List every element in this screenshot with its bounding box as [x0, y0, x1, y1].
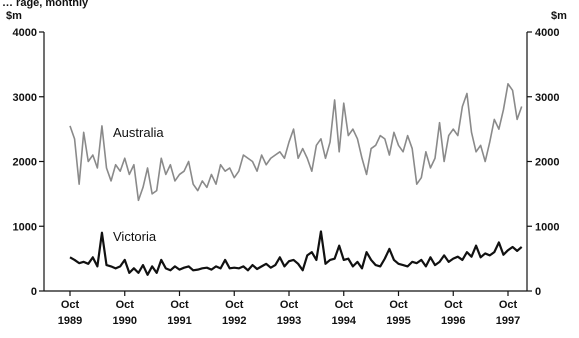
y-tick-label-right: 1000 [535, 221, 559, 233]
y-tick-label-left: 4000 [13, 27, 37, 39]
x-tick-label-month: Oct [225, 299, 244, 311]
x-tick-label-month: Oct [499, 299, 518, 311]
cut-off-header-text: … rage, monthly [2, 0, 89, 9]
series-label-victoria: Victoria [113, 229, 157, 244]
y-tick-label-right: 4000 [535, 27, 559, 39]
y-unit-label-right: $m [551, 10, 567, 22]
x-tick-label-month: Oct [280, 299, 299, 311]
y-tick-label-right: 2000 [535, 157, 559, 169]
x-tick-label-year: 1989 [58, 315, 82, 327]
x-tick-label-month: Oct [61, 299, 80, 311]
x-tick-label-year: 1997 [496, 315, 520, 327]
x-tick-label-month: Oct [116, 299, 135, 311]
y-tick-label-left: 0 [31, 286, 37, 298]
y-tick-label-right: 3000 [535, 92, 559, 104]
x-tick-label-year: 1994 [332, 315, 357, 327]
x-tick-label-month: Oct [389, 299, 408, 311]
y-unit-label-left: $m [6, 10, 22, 22]
x-tick-label-year: 1993 [277, 315, 301, 327]
series-line-victoria [69, 230, 523, 276]
series-label-australia: Australia [113, 125, 164, 140]
x-tick-label-year: 1992 [222, 315, 246, 327]
series-line-australia [69, 83, 523, 202]
y-tick-label-left: 2000 [13, 157, 37, 169]
x-tick-label-month: Oct [444, 299, 463, 311]
x-tick-label-year: 1995 [386, 315, 410, 327]
x-tick-label-year: 1996 [441, 315, 465, 327]
x-tick-label-month: Oct [170, 299, 189, 311]
y-tick-label-left: 1000 [13, 221, 37, 233]
series-layer: Australia Victoria [69, 83, 523, 276]
y-tick-label-right: 0 [535, 286, 541, 298]
y-tick-label-left: 3000 [13, 92, 37, 104]
axes-layer: 0 0 1000 1000 2000 2000 3000 3000 4000 4000 Oct 198… [13, 27, 560, 327]
x-tick-label-year: 1991 [167, 315, 191, 327]
x-tick-label-month: Oct [335, 299, 354, 311]
x-tick-label-year: 1990 [113, 315, 137, 327]
